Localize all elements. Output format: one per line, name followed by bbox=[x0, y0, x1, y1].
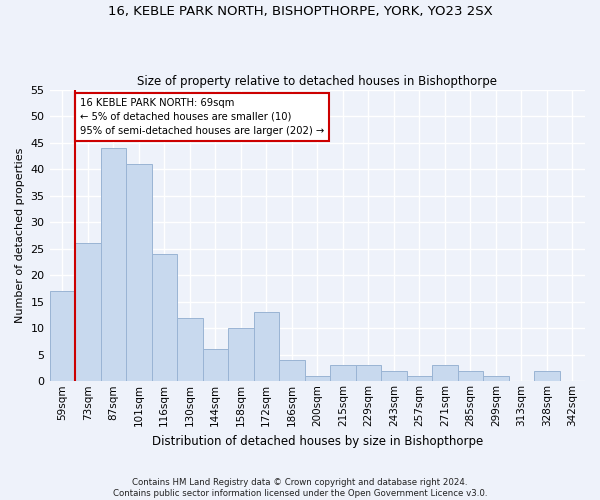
Text: 16, KEBLE PARK NORTH, BISHOPTHORPE, YORK, YO23 2SX: 16, KEBLE PARK NORTH, BISHOPTHORPE, YORK… bbox=[107, 5, 493, 18]
Bar bbox=[432, 366, 458, 382]
Bar bbox=[330, 366, 356, 382]
Bar bbox=[50, 291, 75, 382]
Bar bbox=[254, 312, 279, 382]
Text: 16 KEBLE PARK NORTH: 69sqm
← 5% of detached houses are smaller (10)
95% of semi-: 16 KEBLE PARK NORTH: 69sqm ← 5% of detac… bbox=[80, 98, 325, 136]
Bar bbox=[101, 148, 126, 382]
Bar bbox=[203, 350, 228, 382]
Bar bbox=[534, 370, 560, 382]
Bar bbox=[356, 366, 381, 382]
Bar bbox=[483, 376, 509, 382]
X-axis label: Distribution of detached houses by size in Bishopthorpe: Distribution of detached houses by size … bbox=[152, 434, 483, 448]
Text: Contains HM Land Registry data © Crown copyright and database right 2024.
Contai: Contains HM Land Registry data © Crown c… bbox=[113, 478, 487, 498]
Y-axis label: Number of detached properties: Number of detached properties bbox=[15, 148, 25, 323]
Bar bbox=[126, 164, 152, 382]
Title: Size of property relative to detached houses in Bishopthorpe: Size of property relative to detached ho… bbox=[137, 76, 497, 88]
Bar bbox=[381, 370, 407, 382]
Bar bbox=[305, 376, 330, 382]
Bar bbox=[279, 360, 305, 382]
Bar bbox=[152, 254, 177, 382]
Bar bbox=[458, 370, 483, 382]
Bar bbox=[228, 328, 254, 382]
Bar bbox=[177, 318, 203, 382]
Bar bbox=[407, 376, 432, 382]
Bar bbox=[75, 244, 101, 382]
